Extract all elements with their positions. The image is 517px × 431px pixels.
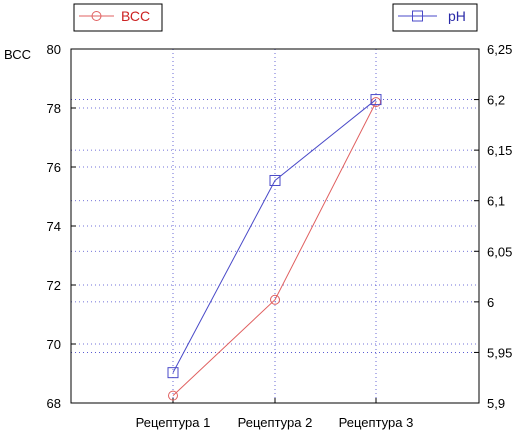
axis-ticks: 68 70 72 74 76 78 80 5,9 5,95 6 6,05 6,1 6,15 6,2 6,25… bbox=[47, 42, 513, 430]
series-0-point bbox=[270, 294, 280, 305]
y2-tick-label: 6,2 bbox=[487, 93, 505, 108]
y-tick-label: 70 bbox=[47, 337, 61, 352]
y2-tick-label: 6,05 bbox=[487, 244, 512, 259]
y-axis-label: ВСС bbox=[4, 47, 31, 62]
series-1-point bbox=[370, 94, 382, 106]
y2-tick-label: 6,25 bbox=[487, 42, 512, 57]
y-tick-label: 80 bbox=[47, 42, 61, 57]
x-tick-label: Рецептура 1 bbox=[136, 415, 211, 430]
legend-marker-vcc bbox=[91, 11, 102, 21]
x-tick-label: Рецептура 3 bbox=[339, 415, 414, 430]
y-tick-label: 76 bbox=[47, 160, 61, 175]
y2-tick-label: 6,1 bbox=[487, 194, 505, 209]
series-1-point bbox=[167, 367, 179, 379]
series-line-1 bbox=[172, 99, 377, 373]
y-tick-label: 68 bbox=[47, 396, 61, 411]
series-1-point bbox=[269, 174, 281, 186]
legend-box-vcc: ВСС bbox=[73, 3, 163, 32]
x-tick-label: Рецептура 2 bbox=[238, 415, 313, 430]
series-line-0 bbox=[172, 101, 377, 396]
y-tick-label: 74 bbox=[47, 219, 61, 234]
y-tick-label: 78 bbox=[47, 101, 61, 116]
y2-tick-label: 5,9 bbox=[487, 396, 505, 411]
y-tick-label: 72 bbox=[47, 278, 61, 293]
legend-label-ph: pH bbox=[448, 8, 466, 24]
grid bbox=[71, 49, 479, 403]
legend-box-ph: pH bbox=[392, 3, 478, 32]
series-0-point bbox=[168, 390, 178, 401]
y2-tick-label: 6,15 bbox=[487, 143, 512, 158]
y2-tick-label: 5,95 bbox=[487, 345, 512, 360]
series-layer bbox=[167, 94, 382, 401]
y2-tick-label: 6 bbox=[487, 295, 494, 310]
legend-marker-ph bbox=[412, 10, 423, 22]
legend-label-vcc: ВСС bbox=[121, 8, 150, 24]
